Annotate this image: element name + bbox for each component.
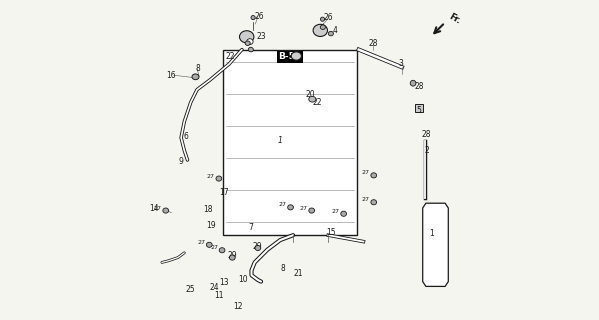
Text: 14: 14 [149,204,159,213]
Text: 25: 25 [185,285,195,294]
Text: 2: 2 [425,146,429,155]
Text: 27: 27 [362,197,370,202]
Text: B-51: B-51 [279,52,301,61]
Ellipse shape [219,248,225,253]
Ellipse shape [229,255,235,260]
Ellipse shape [308,96,316,102]
Bar [223,50,357,235]
Text: 12: 12 [233,302,243,311]
Text: 27: 27 [300,205,308,211]
Text: 1: 1 [278,136,283,145]
Text: 4: 4 [332,26,337,35]
Text: 28: 28 [415,82,424,91]
Text: 27: 27 [154,205,162,211]
Ellipse shape [320,17,325,21]
Ellipse shape [313,24,328,36]
Text: 20: 20 [306,90,316,99]
Text: 8: 8 [196,64,201,73]
Bar [415,104,423,112]
Text: 5: 5 [416,106,421,115]
Text: 19: 19 [207,221,216,230]
Text: 27: 27 [207,173,215,179]
Ellipse shape [240,31,254,43]
Text: 29: 29 [252,242,262,251]
Ellipse shape [308,208,314,213]
Text: 27: 27 [362,170,370,175]
Text: 6: 6 [183,132,188,140]
Text: 22: 22 [312,98,322,107]
Text: 10: 10 [238,276,249,284]
Text: 22: 22 [226,52,235,60]
Text: 27: 27 [279,202,286,207]
Ellipse shape [245,41,250,45]
Text: 16: 16 [167,71,176,80]
Ellipse shape [328,31,334,36]
Ellipse shape [163,208,169,213]
Ellipse shape [410,80,416,86]
Text: 23: 23 [256,32,266,41]
Ellipse shape [216,176,222,181]
Text: 26: 26 [323,13,333,22]
Text: 27: 27 [210,245,218,250]
Text: Fr.: Fr. [447,12,462,26]
Ellipse shape [247,39,253,44]
Text: 28: 28 [421,130,431,139]
Ellipse shape [192,74,199,80]
Text: 27: 27 [332,209,340,214]
Ellipse shape [207,242,212,247]
Ellipse shape [320,25,325,29]
Text: 11: 11 [214,292,223,300]
Text: 29: 29 [228,252,237,260]
Ellipse shape [249,47,253,52]
Text: 1: 1 [429,229,434,238]
FancyBboxPatch shape [140,0,459,320]
Ellipse shape [291,52,301,60]
Ellipse shape [341,211,347,216]
Ellipse shape [288,205,294,210]
Ellipse shape [251,16,255,20]
Text: 13: 13 [219,278,229,287]
Ellipse shape [371,173,377,178]
Text: 3: 3 [399,59,404,68]
Text: 17: 17 [219,188,229,196]
Text: 8: 8 [280,264,285,273]
Ellipse shape [371,200,377,205]
Text: 26: 26 [255,12,264,20]
Text: 27: 27 [197,240,205,245]
Text: 9: 9 [179,157,183,166]
Text: 15: 15 [326,228,335,237]
Text: 21: 21 [294,269,303,278]
Text: 28: 28 [369,39,379,48]
Text: 24: 24 [210,283,219,292]
Ellipse shape [255,245,261,251]
Text: 7: 7 [249,223,253,232]
Text: 18: 18 [204,205,213,214]
Polygon shape [423,203,448,286]
